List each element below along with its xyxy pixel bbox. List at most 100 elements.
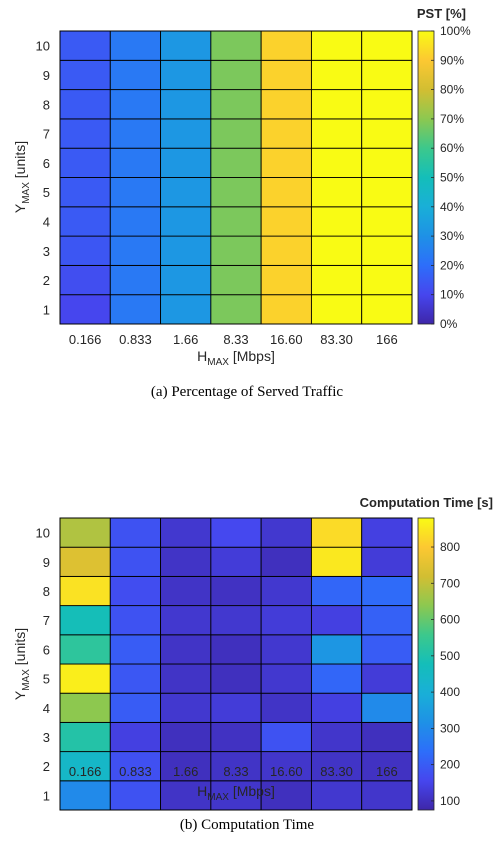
heatmap-cell — [109, 663, 162, 694]
heatmap-cell — [310, 575, 363, 607]
heatmap-cell — [59, 721, 111, 753]
heatmap-cell — [310, 546, 363, 577]
heatmap-cell — [260, 235, 312, 266]
heatmap-cell — [260, 546, 312, 577]
heatmap-cell — [160, 59, 212, 91]
heatmap-cell — [59, 118, 111, 149]
heatmap-cell — [361, 605, 413, 636]
heatmap-cell — [210, 721, 262, 753]
colorbar-tick-label: 700 — [440, 576, 460, 590]
heatmap-cell — [210, 663, 262, 694]
colorbar-tick-label: 100 — [440, 794, 460, 808]
heatmap-cell — [260, 294, 312, 325]
figure-caption: (b) Computation Time — [180, 817, 315, 833]
colorbar-title: PST [%] — [417, 6, 466, 21]
heatmap-cell — [260, 147, 312, 178]
heatmap-cell — [361, 780, 413, 811]
heatmap-cell — [59, 206, 111, 237]
heatmap-cell — [310, 206, 363, 237]
heatmap-cell — [160, 30, 212, 61]
heatmap-cell — [210, 575, 262, 607]
colorbar-tick-label: 100% — [440, 24, 471, 38]
heatmap-cell — [160, 147, 212, 178]
heatmap-cell — [310, 751, 363, 782]
pst-heatmap: 1 2 3 4 5 6 7 8 9 10 0.166 0.833 1.66 8.33 16.60 83.30 1… — [12, 6, 471, 400]
heatmap-cell — [260, 721, 312, 753]
heatmap-cell — [310, 517, 363, 548]
heatmap-cell — [210, 294, 262, 325]
y-tick-label: 3 — [43, 244, 50, 259]
heatmap-cell — [260, 575, 312, 607]
heatmap-cell — [361, 634, 413, 665]
heatmap-cell — [310, 59, 363, 91]
y-tick-label: 4 — [43, 701, 50, 716]
heatmap-cell — [160, 721, 212, 753]
heatmap-cell — [59, 751, 111, 782]
heatmap-cell — [310, 235, 363, 266]
y-tick-label: 10 — [36, 39, 50, 54]
heatmap-cell — [260, 605, 312, 636]
heatmap-cell — [210, 546, 262, 577]
heatmap-cell — [160, 692, 212, 723]
heatmap-cell — [160, 575, 212, 607]
y-tick-label: 10 — [36, 526, 50, 541]
heatmap-cell — [210, 235, 262, 266]
heatmap-cell — [59, 59, 111, 91]
x-tick-label: 8.33 — [223, 332, 248, 347]
heatmap-cell — [160, 294, 212, 325]
colorbar-tick-label: 10% — [440, 288, 464, 302]
heatmap-cell — [160, 605, 212, 636]
heatmap-cell — [260, 264, 312, 296]
heatmap-cell — [260, 692, 312, 723]
heatmap-cell — [59, 692, 111, 723]
heatmap-cell — [210, 177, 262, 208]
colorbar-tick-label: 200 — [440, 758, 460, 772]
heatmap-cell — [310, 118, 363, 149]
heatmap-cell — [260, 118, 312, 149]
heatmap-cell — [260, 206, 312, 237]
x-tick-label: 0.166 — [69, 332, 102, 347]
heatmap-cell — [361, 692, 413, 723]
heatmap-cell — [160, 177, 212, 208]
figure-caption: (a) Percentage of Served Traffic — [151, 384, 343, 400]
colorbar-tick-label: 70% — [440, 112, 464, 126]
heatmap-cell — [59, 575, 111, 607]
heatmap-cell — [210, 59, 262, 91]
y-tick-label: 5 — [43, 185, 50, 200]
heatmap-cell — [59, 30, 111, 61]
heatmap-cell — [59, 663, 111, 694]
x-tick-label: 83.30 — [320, 332, 353, 347]
heatmap-cell — [109, 30, 162, 61]
heatmap-cell — [310, 721, 363, 753]
heatmap-cell — [109, 59, 162, 91]
colorbar-tick-label: 400 — [440, 685, 460, 699]
heatmap-cell — [109, 235, 162, 266]
heatmap-cell — [361, 721, 413, 753]
heatmap-cell — [361, 206, 413, 237]
heatmap-cell — [361, 751, 413, 782]
y-tick-label: 1 — [43, 788, 50, 803]
x-tick-label: 0.833 — [119, 764, 152, 779]
y-tick-label: 7 — [43, 127, 50, 142]
heatmap-cell — [109, 89, 162, 120]
colorbar-tick-label: 80% — [440, 83, 464, 97]
heatmap-cell — [160, 546, 212, 577]
heatmap-cell — [160, 89, 212, 120]
heatmap-cell — [109, 546, 162, 577]
heatmap-cell — [210, 118, 262, 149]
heatmap-cell — [361, 59, 413, 91]
heatmap-cell — [160, 264, 212, 296]
heatmap-cell — [210, 605, 262, 636]
y-tick-label: 4 — [43, 214, 50, 229]
y-axis-label: YMAX [units] — [12, 141, 32, 213]
heatmap-cell — [361, 546, 413, 577]
heatmap-cell — [210, 30, 262, 61]
heatmap-cell — [210, 147, 262, 178]
colorbar — [417, 517, 435, 811]
heatmap-cell — [109, 780, 162, 811]
heatmap-cell — [109, 264, 162, 296]
heatmap-cell — [160, 780, 212, 811]
heatmap-cell — [361, 147, 413, 178]
heatmap-cell — [160, 517, 212, 548]
